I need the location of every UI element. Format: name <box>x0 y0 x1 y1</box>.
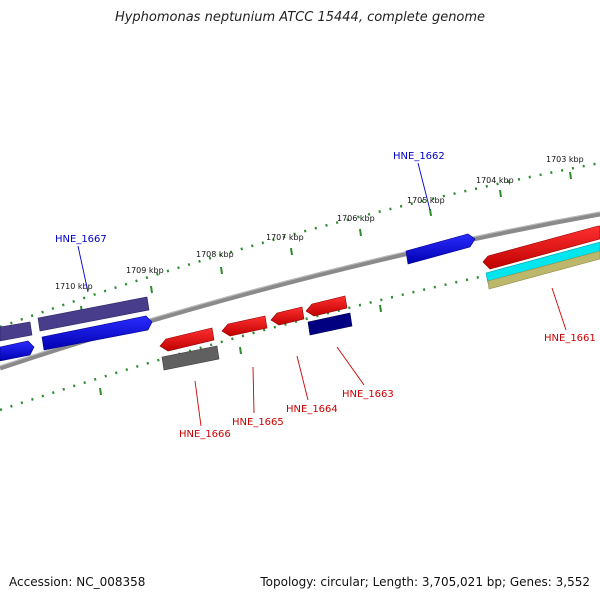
gene-label-hne-1667[interactable]: HNE_1667 <box>55 234 107 245</box>
feature-navy-band[interactable] <box>307 312 353 336</box>
gene-label-hne-1664[interactable]: HNE_1664 <box>286 404 338 415</box>
accession-text: Accession: NC_008358 <box>9 575 146 589</box>
gene-hne-1661[interactable] <box>482 225 600 270</box>
leader-hne-1662 <box>417 162 431 211</box>
tick-label: 1707 kbp <box>266 233 304 242</box>
major-tick <box>429 208 432 217</box>
gene-hne-1666[interactable] <box>159 327 215 352</box>
major-tick <box>290 247 293 256</box>
genome-summary-text: Topology: circular; Length: 3,705,021 bp… <box>260 575 590 589</box>
gene-label-hne-1663[interactable]: HNE_1663 <box>342 389 394 400</box>
gene-hne-1667[interactable] <box>41 315 153 351</box>
reverse-features <box>159 295 353 371</box>
major-tick <box>239 346 242 355</box>
tick-label: 1703 kbp <box>546 155 584 164</box>
gene-hne-1663[interactable] <box>305 295 348 317</box>
lower-tick-track <box>0 250 600 412</box>
leader-hne-1664 <box>296 355 309 401</box>
forward-features <box>0 225 600 362</box>
tick-label: 1704 kbp <box>476 176 514 185</box>
tick-label: 1709 kbp <box>126 266 164 275</box>
major-tick <box>379 304 382 313</box>
major-tick <box>499 189 502 198</box>
map-title: Hyphomonas neptunium ATCC 15444, complet… <box>114 10 486 25</box>
major-tick <box>569 171 572 180</box>
leader-hne-1666 <box>194 380 202 427</box>
tick-label: 1705 kbp <box>407 196 445 205</box>
tick-label: 1708 kbp <box>196 250 234 259</box>
gene-label-hne-1661[interactable]: HNE_1661 <box>544 333 596 344</box>
major-tick <box>150 285 153 294</box>
gene-label-hne-1662[interactable]: HNE_1662 <box>393 151 445 162</box>
leader-hne-1667 <box>77 245 89 293</box>
gene-label-hne-1665[interactable]: HNE_1665 <box>232 417 284 428</box>
feature-cyan-band[interactable] <box>485 241 600 284</box>
gene-hne-1662[interactable] <box>405 233 476 265</box>
label-leaders <box>77 162 567 427</box>
tick-label: 1710 kbp <box>55 282 93 291</box>
gene-hne-1665[interactable] <box>221 315 268 337</box>
leader-hne-1663 <box>336 346 365 386</box>
tick-label: 1706 kbp <box>337 214 375 223</box>
gene-left-edge[interactable] <box>0 340 35 362</box>
gene-hne-1664[interactable] <box>270 306 305 326</box>
feature-purple-band-edge[interactable] <box>0 321 33 342</box>
leader-hne-1661 <box>551 287 567 331</box>
feature-purple-band[interactable] <box>37 296 150 332</box>
major-tick <box>220 266 223 275</box>
gene-label-hne-1666[interactable]: HNE_1666 <box>179 429 231 440</box>
feature-khaki-band[interactable] <box>487 250 600 290</box>
leader-hne-1665 <box>252 366 255 414</box>
upper-tick-track <box>0 161 600 329</box>
major-tick <box>99 387 102 396</box>
major-tick <box>359 228 362 237</box>
feature-gray-band[interactable] <box>161 345 220 371</box>
